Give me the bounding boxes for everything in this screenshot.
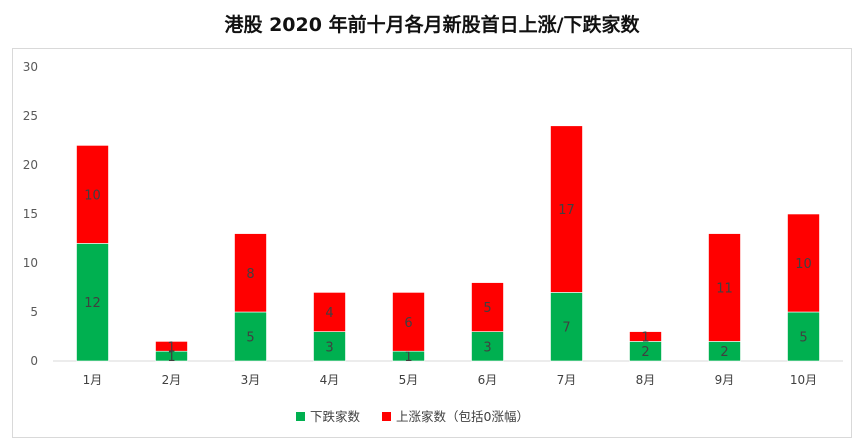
- x-tick-label: 10月: [790, 373, 817, 387]
- bar-segment-up: [392, 292, 425, 352]
- data-label: 5: [799, 331, 807, 346]
- bar-segment-up: [313, 292, 346, 332]
- stacked-bar-chart: 05101520253012101月112月583月344月165月356月71…: [23, 60, 843, 424]
- x-tick-label: 7月: [557, 373, 577, 387]
- data-label: 17: [558, 203, 575, 218]
- data-label: 5: [246, 331, 254, 346]
- data-label: 2: [720, 345, 728, 360]
- bar-segment-down: [787, 311, 820, 362]
- bar-segment-up: [550, 125, 583, 293]
- bar-segment-up: [76, 145, 109, 244]
- x-tick-label: 6月: [478, 373, 498, 387]
- y-tick-label: 30: [23, 60, 38, 74]
- data-label: 2: [641, 345, 649, 360]
- x-tick-label: 3月: [241, 373, 261, 387]
- legend-swatch-up: [382, 412, 391, 421]
- x-tick-label: 9月: [715, 373, 735, 387]
- bar-segment-down: [550, 292, 583, 362]
- data-label: 7: [562, 321, 570, 336]
- data-label: 8: [246, 267, 254, 282]
- data-label: 1: [641, 331, 649, 346]
- bar-segment-down: [76, 243, 109, 362]
- data-label: 1: [167, 350, 175, 365]
- data-label: 10: [795, 257, 812, 272]
- bar-segment-up: [708, 233, 741, 342]
- x-tick-label: 8月: [636, 373, 656, 387]
- x-tick-label: 2月: [162, 373, 182, 387]
- data-label: 10: [84, 188, 101, 203]
- bar-segment-down: [313, 331, 346, 362]
- y-tick-label: 25: [23, 109, 38, 123]
- bar-segment-down: [471, 331, 504, 362]
- y-tick-label: 5: [30, 305, 38, 319]
- data-label: 3: [483, 340, 491, 355]
- data-label: 6: [404, 316, 412, 331]
- bar-segment-up: [234, 233, 267, 313]
- legend-label-up: 上涨家数（包括0涨幅）: [396, 409, 529, 424]
- data-label: 4: [325, 306, 333, 321]
- legend-label-down: 下跌家数: [310, 409, 361, 424]
- bar-segment-up: [155, 341, 188, 352]
- data-label: 12: [84, 296, 101, 311]
- bar-segment-up: [471, 282, 504, 332]
- legend-swatch-down: [296, 412, 305, 421]
- data-label: 1: [404, 350, 412, 365]
- data-label: 5: [483, 301, 491, 316]
- y-tick-label: 10: [23, 256, 38, 270]
- bar-segment-down: [234, 311, 267, 362]
- x-tick-label: 1月: [83, 373, 103, 387]
- chart-title: 港股 2020 年前十月各月新股首日上涨/下跌家数: [224, 14, 640, 36]
- bar-segment-up: [629, 331, 662, 342]
- data-label: 1: [167, 340, 175, 355]
- x-tick-label: 4月: [320, 373, 340, 387]
- chart-frame: 0 5 10 15 20 25 30 12 10 1月 1 1 2月 5 8 3月 3 4 4月 1 6 5月 3 5 6月 7 1…: [12, 48, 852, 438]
- bar-segment-up: [787, 213, 820, 313]
- x-tick-label: 5月: [399, 373, 419, 387]
- y-tick-label: 0: [30, 354, 38, 368]
- data-label: 3: [325, 340, 333, 355]
- data-label: 11: [716, 282, 733, 297]
- y-tick-label: 20: [23, 158, 38, 172]
- y-tick-label: 15: [23, 207, 38, 221]
